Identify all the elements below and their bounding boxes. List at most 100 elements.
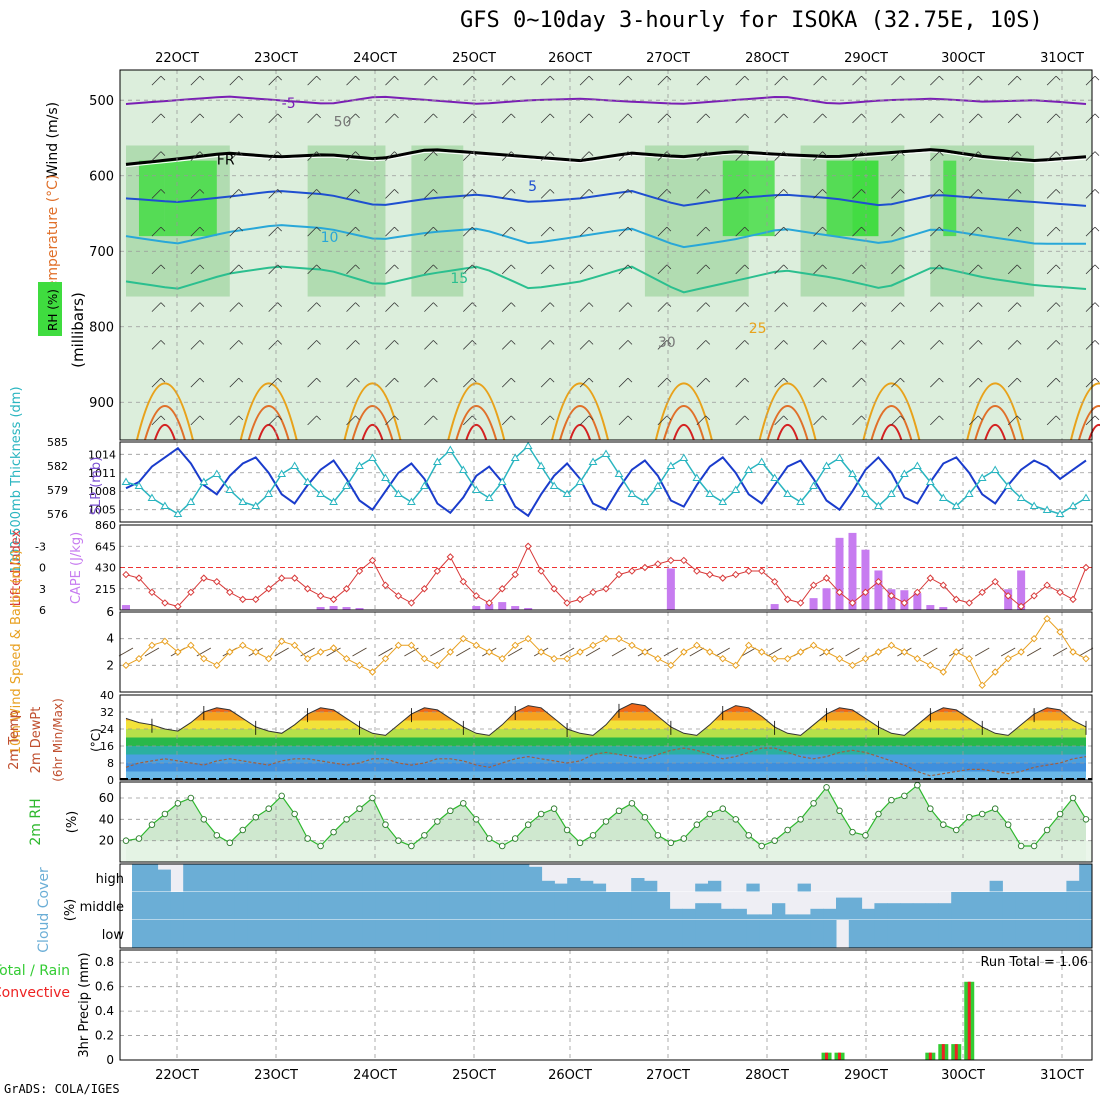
cloud-cell-middle [938,903,952,920]
cloud-cell-low [746,920,760,948]
wind-barb [1007,415,1018,426]
wind-barb-flag [861,302,866,307]
cloud-cell-high [477,864,491,892]
wind-barb [463,151,473,161]
thickness-point [186,497,196,505]
wind-barb [735,264,746,275]
wind-barb-flag [822,264,827,270]
wind-barb-flag [783,302,788,307]
wind-barb [540,226,551,237]
thickness-point [368,453,377,461]
wind-barb [930,226,940,237]
rh2m-point [654,832,662,839]
wind10m-point [796,648,805,656]
rh2m-point [421,832,428,839]
thickness-point [251,501,261,509]
wind-barb [1046,302,1057,312]
cloud-cell-low [848,920,863,948]
thickness-point [1003,481,1013,489]
thickness-point [731,485,741,493]
wind-barb-flag [1016,189,1022,194]
wind-barb-flag [160,340,166,345]
wind-barb [579,189,590,199]
cloud-cell-middle [1079,892,1093,920]
wind-barb [1085,189,1096,199]
wind10m-point [161,637,169,646]
rh2m-point [745,832,752,839]
rh2m-point [239,826,247,834]
wind-barb [968,340,979,350]
wind-barb [852,302,862,312]
cloud-cell-middle [1040,892,1055,920]
wind-barb [424,151,434,161]
wind-barb [190,226,201,237]
rh2m-point [1017,842,1025,850]
wind10m-point [952,648,960,656]
cloud-cell-middle [989,892,1003,920]
wind-barb [618,340,629,350]
cloud-cell-low [951,920,965,948]
wind-barb [346,377,356,388]
wind-barb [968,264,979,275]
y-tick-label-cape: 430 [95,562,116,575]
wind-barb-flag [277,226,282,232]
y-tick-label-temp: 40 [100,689,114,702]
wind-barb-flag [627,75,633,81]
wind-barb-flag [238,302,244,307]
wind-barb [735,75,746,86]
cloud-cell-high [490,864,504,892]
lifted-index-point [394,592,403,600]
cloud-cell-high [516,864,530,892]
cloud-cell-low [349,920,363,948]
thickness-point [432,457,442,465]
wind-barb [657,302,668,312]
y-tick-label-precip: 0.4 [95,1004,114,1018]
wind-barb-flag [744,264,750,270]
wind-barb [735,377,746,388]
wind-barb-flag [588,415,594,421]
wind-barb [891,264,901,275]
wind-barb-flag [433,151,438,156]
wind-barb-flag [900,340,905,345]
cloud-cell-low [759,920,773,948]
wind10m-point [757,648,766,656]
wind-barb [307,151,317,161]
temp-band [126,746,1086,755]
lifted-index-point [822,574,831,582]
cloud-cell-middle [247,892,261,920]
wind-barb-flag [433,264,438,270]
thickness-point [653,481,663,489]
precip-legend-total: Total / Rain [0,963,70,979]
cloud-cell-low [272,920,287,948]
wind-barb-flag [199,302,205,307]
cloud-cell-middle [746,914,760,920]
cape-bar [511,606,520,610]
thickness-point [497,477,507,485]
wind-barb [774,340,784,350]
wind10m-point [264,654,273,663]
temperature-label: Temperature (°C) [45,175,61,297]
wind-barb [852,264,862,275]
wind10m-point [407,641,416,650]
wind-barb-flag [977,415,983,421]
wind-barb-flag [744,302,750,307]
wind10m-point [589,641,597,650]
wind-barb [1085,340,1096,350]
wind-barb [696,75,707,86]
wind-barb [1085,113,1096,124]
temp-band [126,763,1086,772]
y-tick-label-slp: 1005 [88,504,116,517]
wind-barb [696,264,707,275]
wind-barb-flag [1016,113,1022,119]
cloud-cell-middle [554,892,568,920]
y-axis-title-cape: CAPE (J/kg) [69,532,84,604]
wind-barb-flag [822,377,827,383]
rh-band-mid [307,145,386,297]
wind-barb-flag [900,302,905,307]
wind-barb-flag [977,75,983,81]
cloud-cell-middle [567,892,581,920]
wind-barb [190,113,201,124]
cloud-cell-low [170,920,184,948]
wind10m-point [913,654,922,663]
wind-barb [190,415,201,426]
